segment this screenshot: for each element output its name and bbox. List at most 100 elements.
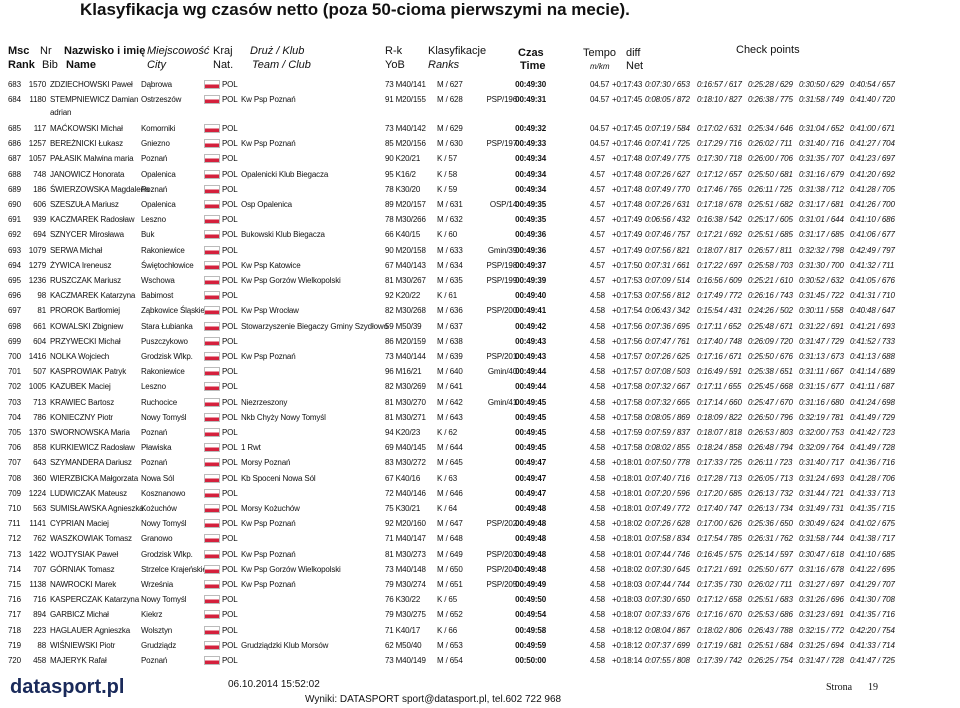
nat: POL (222, 260, 238, 270)
yob-rank: 71 M40/147 (385, 534, 426, 544)
diff: +0:17:53 (612, 276, 643, 285)
bib: 1570 (28, 80, 46, 89)
nat: POL (222, 458, 238, 468)
checkpoint: 0:08:05 / 869 (645, 412, 690, 422)
pace: 4.58 (590, 458, 605, 468)
rank: 693 (8, 245, 21, 255)
col-header: City (147, 59, 166, 71)
table-row: 719 88 WIŚNIEWSKI Piotr Grudziądz POL Grudzią… (0, 639, 960, 653)
name: KASPROWIAK Patryk (50, 367, 127, 377)
checkpoint: 0:26:02 / 711 (748, 580, 793, 589)
name: KURKIEWICZ Radosław (50, 443, 135, 453)
col-header: Net (626, 60, 644, 72)
checkpoint: 0:41:21 / 693 (850, 321, 895, 331)
flag (204, 306, 220, 316)
nat: POL (222, 595, 238, 605)
class-rank: M / 648 (437, 534, 463, 544)
col-header: Name (66, 59, 96, 71)
diff: +0:17:58 (612, 443, 643, 453)
checkpoint: 0:41:10 / 685 (850, 549, 895, 559)
checkpoint: 0:07:56 / 812 (645, 291, 690, 301)
checkpoint: 0:26:31 / 762 (748, 534, 793, 544)
checkpoint: 0:31:04 / 652 (799, 124, 844, 133)
flag (204, 367, 220, 377)
checkpoint: 0:26:50 / 796 (748, 412, 793, 422)
rank: 702 (8, 382, 21, 392)
diff: +0:18:01 (612, 504, 643, 513)
checkpoint: 0:17:46 / 765 (697, 184, 742, 194)
table-row: 687 1057 PAŁASIK Malwina maria Poznań POL 90 … (0, 152, 960, 166)
bib: 1141 (29, 519, 46, 529)
checkpoint: 0:08:04 / 867 (645, 625, 690, 635)
time: 00:49:36 (515, 245, 546, 255)
yob-rank: 67 K40/16 (385, 473, 421, 483)
name: MAĆKOWSKI Michał (50, 124, 123, 133)
diff: +0:17:48 (612, 184, 643, 194)
flag (204, 169, 220, 179)
checkpoint: 0:26:00 / 706 (748, 154, 793, 164)
checkpoint: 0:17:16 / 671 (697, 352, 742, 361)
city: Poznań (141, 154, 168, 164)
checkpoint: 0:16:49 / 591 (697, 367, 742, 377)
yob-rank: 92 M20/160 (385, 519, 426, 529)
nat: POL (222, 564, 238, 574)
checkpoint: 0:07:49 / 770 (645, 184, 690, 194)
checkpoint: 0:32:32 / 798 (799, 245, 844, 255)
checkpoint: 0:31:27 / 697 (799, 580, 844, 589)
time: 00:49:36 (515, 230, 546, 240)
table-row: 684 1180 STEMPNIEWICZ Damian adrian Ostrzesz… (0, 93, 960, 117)
checkpoint: 0:25:50 / 676 (748, 352, 793, 361)
pace: 4.58 (590, 321, 605, 331)
team: Kw Psp Poznań (241, 580, 296, 589)
table-row: 702 1005 KAZUBEK Maciej Leszno POL 82 M30/269… (0, 380, 960, 394)
flag (204, 656, 220, 665)
table-row: 712 762 WASZKOWIAK Tomasz Granowo POL 71 M40/… (0, 532, 960, 546)
pace: 4.58 (590, 534, 605, 544)
time: 00:49:45 (515, 428, 546, 437)
city: Puszczykowo (141, 336, 188, 346)
bib: 858 (33, 443, 46, 453)
checkpoint: 0:17:12 / 657 (697, 169, 742, 179)
checkpoint: 0:26:11 / 723 (748, 458, 793, 468)
checkpoint: 0:41:49 / 728 (850, 443, 895, 453)
team: 1 Rwt (241, 443, 261, 453)
checkpoint: 0:07:09 / 514 (645, 276, 690, 285)
city: Strzelce Krajeńskie (141, 564, 207, 574)
checkpoint: 0:41:20 / 692 (850, 169, 895, 179)
checkpoint: 0:07:32 / 665 (645, 397, 690, 407)
checkpoint: 0:26:16 / 743 (748, 291, 793, 301)
bib: 563 (33, 504, 46, 513)
diff: +0:18:14 (612, 656, 643, 665)
nat: POL (222, 184, 238, 194)
time: 00:49:49 (515, 580, 546, 589)
time: 00:49:47 (515, 458, 546, 468)
class-rank: M / 629 (437, 124, 463, 133)
city: Komorniki (141, 124, 176, 133)
rank: 685 (8, 124, 21, 133)
team: Kw Psp Poznań (241, 352, 296, 361)
city: Poznań (141, 184, 168, 194)
bib: 643 (33, 458, 46, 468)
checkpoint: 0:31:01 / 644 (799, 215, 844, 225)
team: Kw Psp Poznań (241, 95, 296, 104)
checkpoint: 0:07:44 / 744 (645, 580, 690, 589)
time: 00:49:48 (515, 519, 546, 529)
flag (204, 95, 220, 104)
checkpoint: 0:32:15 / 772 (799, 625, 844, 635)
rank: 691 (8, 215, 21, 225)
checkpoint: 0:25:36 / 650 (748, 519, 793, 529)
nat: POL (222, 139, 238, 149)
checkpoint: 0:31:45 / 722 (799, 291, 844, 301)
time: 00:49:59 (515, 640, 546, 650)
time: 00:49:48 (515, 549, 546, 559)
flag (204, 397, 220, 407)
checkpoint: 0:25:48 / 671 (748, 321, 793, 331)
checkpoint: 0:41:47 / 725 (850, 656, 895, 665)
yob-rank: 73 M40/142 (385, 124, 426, 133)
checkpoint: 0:41:33 / 713 (850, 488, 895, 498)
diff: +0:17:49 (612, 230, 643, 240)
checkpoint: 0:07:41 / 725 (645, 139, 690, 149)
yob-rank: 73 M40/149 (385, 656, 426, 665)
flag (204, 610, 220, 620)
group-rank: PSP/198 (486, 260, 517, 270)
